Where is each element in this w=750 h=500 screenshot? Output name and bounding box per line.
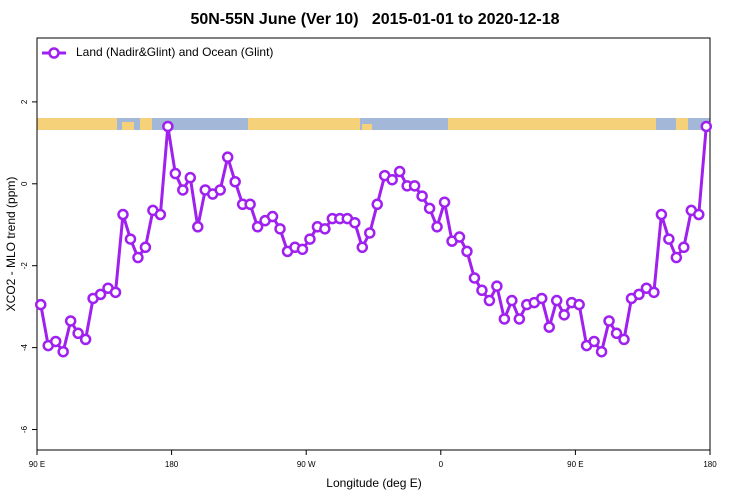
plot-frame — [36, 37, 711, 451]
point — [177, 184, 189, 196]
point — [543, 321, 555, 333]
point — [386, 173, 398, 186]
point — [655, 208, 668, 221]
point — [491, 280, 503, 292]
point — [648, 286, 660, 299]
point — [94, 288, 107, 301]
point — [573, 298, 585, 311]
point — [274, 223, 286, 235]
point — [139, 241, 152, 254]
point — [162, 120, 174, 133]
point — [319, 223, 331, 235]
point — [266, 210, 279, 223]
point — [431, 221, 443, 233]
point — [304, 233, 316, 245]
x-tick-label: 90 E — [29, 460, 45, 469]
point — [618, 333, 630, 346]
point — [229, 175, 241, 188]
point — [393, 165, 406, 178]
point — [296, 243, 309, 256]
x-tick-label: 0 — [439, 460, 444, 469]
point — [64, 315, 77, 327]
point — [483, 294, 496, 307]
legend-label: Land (Nadir&Glint) and Ocean (Glint) — [76, 45, 273, 59]
y-axis-label: XCO2 - MLO trend (ppm) — [4, 177, 18, 312]
point — [124, 233, 137, 245]
point — [49, 335, 62, 348]
point — [700, 120, 713, 133]
point — [57, 345, 69, 358]
land-ocean-strip — [37, 118, 710, 130]
point — [184, 171, 197, 184]
point — [603, 315, 615, 327]
point — [364, 227, 376, 239]
x-tick-label: 180 — [703, 460, 717, 469]
point — [461, 245, 473, 258]
x-tick-label: 90 E — [567, 460, 583, 469]
point — [349, 216, 361, 229]
point — [72, 327, 84, 340]
point — [117, 208, 129, 221]
point — [453, 231, 466, 243]
y-tick-label: -2 — [20, 262, 29, 270]
point — [610, 327, 623, 340]
point — [536, 292, 548, 305]
point — [693, 208, 705, 221]
point — [34, 298, 47, 311]
point — [588, 335, 600, 348]
point — [371, 198, 383, 211]
y-tick-label: 0 — [20, 181, 29, 186]
point — [251, 221, 264, 233]
y-tick-label: 2 — [20, 99, 29, 104]
point — [244, 198, 256, 211]
point — [633, 288, 645, 301]
point — [438, 196, 451, 208]
point — [558, 309, 570, 321]
point — [550, 294, 563, 307]
point — [79, 333, 92, 346]
point — [109, 286, 122, 299]
point — [595, 345, 608, 358]
point — [154, 208, 167, 221]
point — [408, 180, 421, 192]
point — [416, 190, 428, 202]
y-tick-label: -6 — [20, 425, 29, 433]
x-axis-label: Longitude (deg E) — [326, 476, 421, 490]
point — [670, 251, 683, 264]
point — [506, 294, 518, 307]
y-tick-label: -4 — [20, 344, 29, 352]
point — [192, 221, 204, 233]
point — [513, 313, 526, 325]
point — [356, 241, 369, 254]
chart-title: 50N-55N June (Ver 10) 2015-01-01 to 2020… — [190, 11, 559, 28]
point — [169, 167, 182, 180]
x-tick-label: 180 — [165, 460, 179, 469]
point — [221, 151, 234, 163]
legend-marker — [48, 47, 60, 59]
point — [476, 284, 488, 297]
point — [663, 233, 675, 245]
x-tick-label: 90 W — [297, 460, 316, 469]
point — [468, 272, 481, 284]
point — [678, 241, 690, 254]
point — [498, 313, 511, 325]
point — [214, 184, 226, 196]
point — [423, 202, 436, 215]
point — [132, 251, 144, 264]
